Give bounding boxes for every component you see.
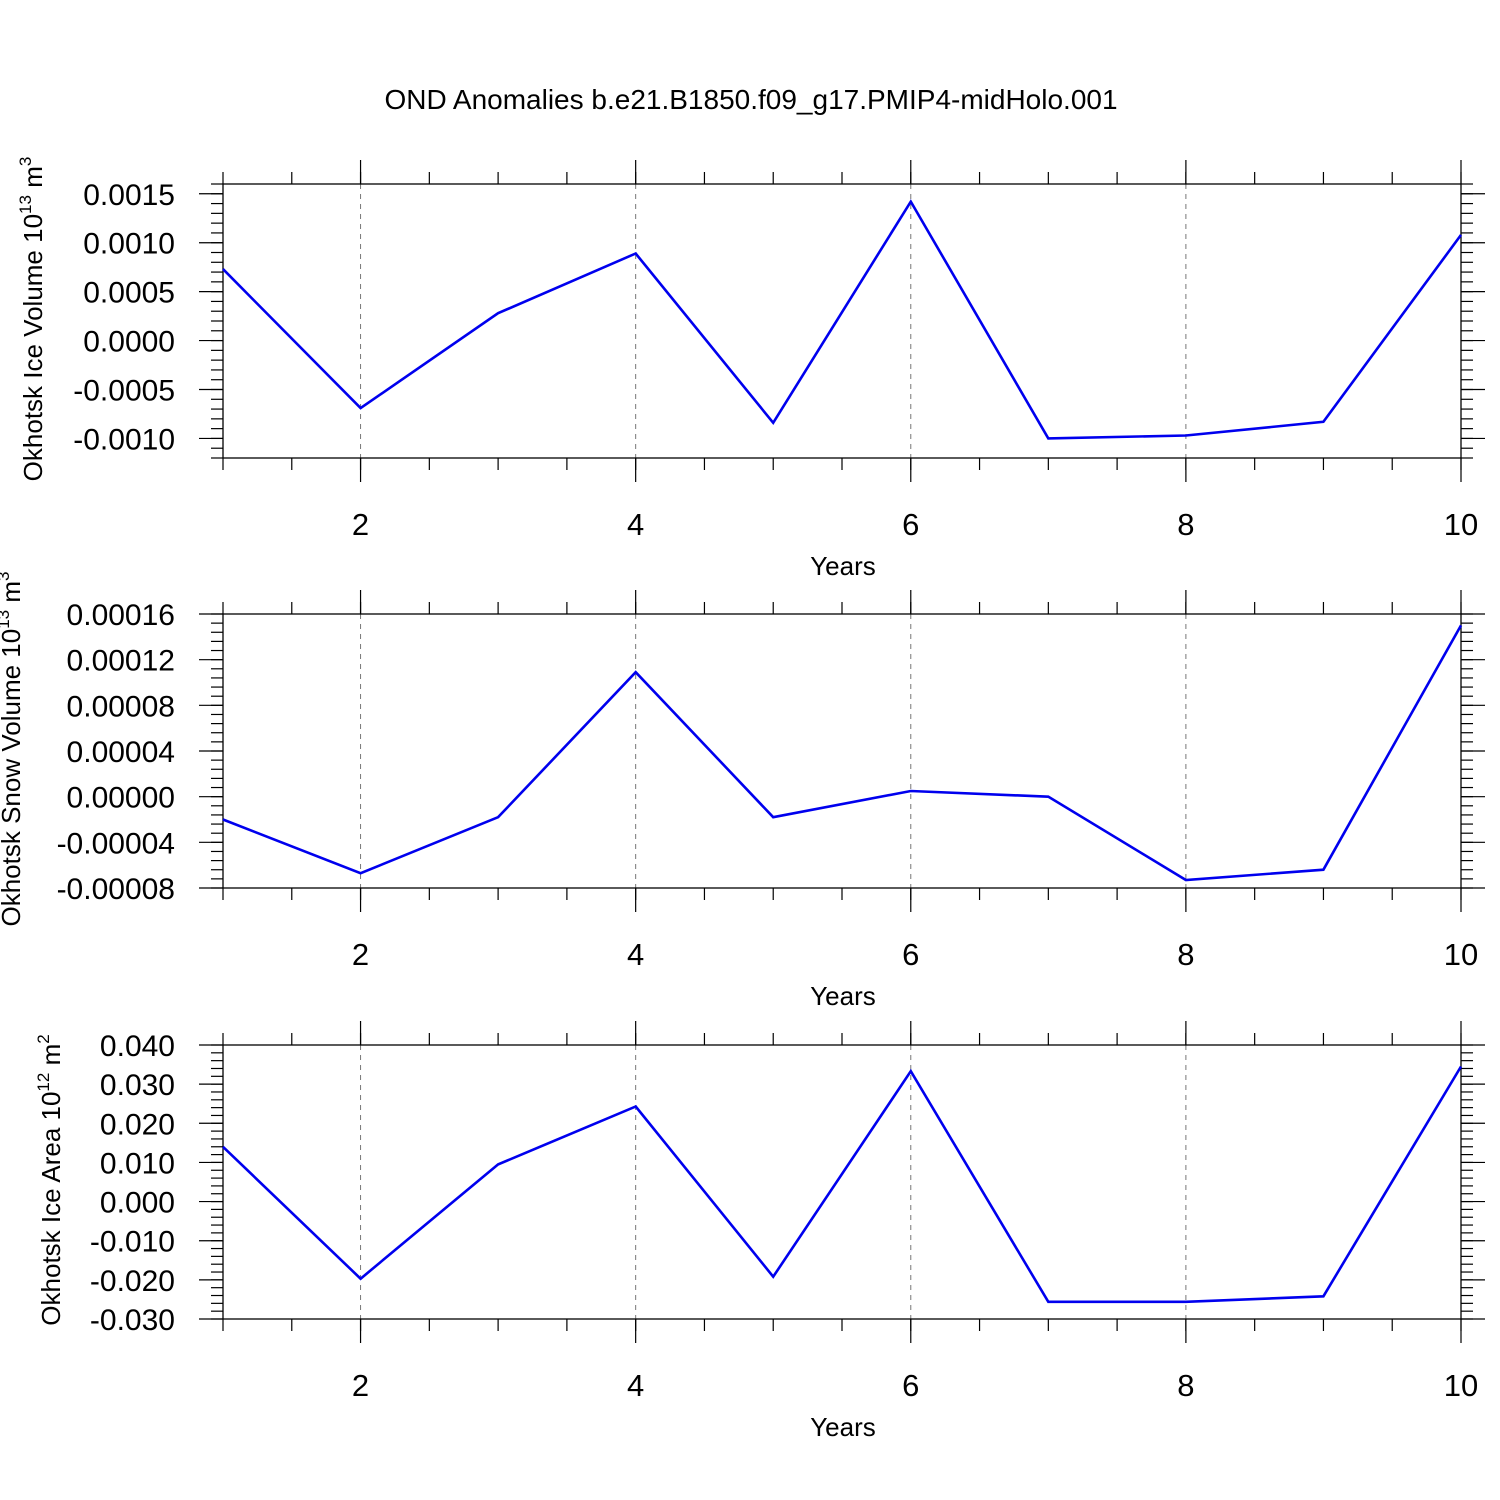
y-tick-label: 0.0010 — [83, 228, 175, 261]
y-axis-label: Okhotsk Ice Area 1012 m2 — [34, 1034, 66, 1325]
chart-title: OND Anomalies b.e21.B1850.f09_g17.PMIP4-… — [384, 84, 1117, 115]
x-tick-label: 8 — [1177, 1368, 1194, 1403]
y-tick-label: 0.040 — [100, 1030, 175, 1063]
y-tick-label: 0.000 — [100, 1187, 175, 1220]
y-tick-label: -0.020 — [90, 1265, 175, 1298]
x-axis-label: Years — [810, 1412, 876, 1442]
x-axis-label: Years — [810, 981, 876, 1011]
series-line — [222, 199, 1463, 440]
y-tick-label: 0.00008 — [67, 690, 175, 723]
plot-frame — [222, 613, 1462, 889]
panel-3: 2 4 6 8 10 0.040 0.030 0.020 0.010 0.000 -0.010 -0.… — [34, 1021, 1485, 1442]
x-tick-label: 4 — [627, 937, 644, 972]
x-tick-label: 8 — [1177, 507, 1194, 542]
y-tick-label: -0.00008 — [57, 873, 175, 906]
y-tick-label: 0.00012 — [67, 645, 175, 678]
y-tick-label: -0.00004 — [57, 827, 175, 860]
x-tick-label: 2 — [352, 937, 369, 972]
y-axis-label: Okhotsk Snow Volume 1013 m3 — [0, 572, 26, 927]
y-tick-label: 0.0015 — [83, 179, 175, 212]
x-tick-label: 10 — [1444, 937, 1478, 972]
x-tick-label: 4 — [627, 1368, 644, 1403]
y-tick-label: -0.0005 — [73, 375, 175, 408]
y-tick-label: 0.00016 — [67, 599, 175, 632]
y-tick-label: -0.0010 — [73, 423, 175, 456]
plot-frame — [222, 1044, 1462, 1320]
x-tick-label: 10 — [1444, 1368, 1478, 1403]
x-tick-label: 6 — [902, 507, 919, 542]
x-tick-label: 4 — [627, 507, 644, 542]
series-line — [222, 624, 1463, 882]
panel-1: 2 4 6 8 10 0.0015 0.0010 0.0005 0.0000 -0.0005 -0.… — [16, 157, 1485, 581]
x-tick-label: 2 — [352, 1368, 369, 1403]
x-tick-label: 2 — [352, 507, 369, 542]
y-tick-label: 0.0000 — [83, 326, 175, 359]
y-tick-label: 0.0005 — [83, 277, 175, 310]
y-tick-label: -0.010 — [90, 1226, 175, 1259]
y-tick-label: 0.010 — [100, 1147, 175, 1180]
plot-frame — [222, 183, 1462, 459]
y-tick-label: 0.00000 — [67, 782, 175, 815]
x-tick-label: 8 — [1177, 937, 1194, 972]
y-tick-label: 0.030 — [100, 1069, 175, 1102]
panel-2: 2 4 6 8 10 0.00016 0.00012 0.00008 0.00004 0.0000… — [0, 572, 1485, 1011]
y-tick-label: 0.020 — [100, 1108, 175, 1141]
y-tick-label: 0.00004 — [67, 736, 175, 769]
y-axis-label: Okhotsk Ice Volume 1013 m3 — [16, 157, 48, 482]
x-tick-label: 10 — [1444, 507, 1478, 542]
x-tick-label: 6 — [902, 937, 919, 972]
series-line — [222, 1065, 1463, 1304]
x-tick-label: 6 — [902, 1368, 919, 1403]
y-tick-label: -0.030 — [90, 1304, 175, 1337]
panels: 2 4 6 8 10 0.0015 0.0010 0.0005 0.0000 -0.0005 -0.… — [0, 157, 1485, 1442]
x-axis-label: Years — [810, 551, 876, 581]
